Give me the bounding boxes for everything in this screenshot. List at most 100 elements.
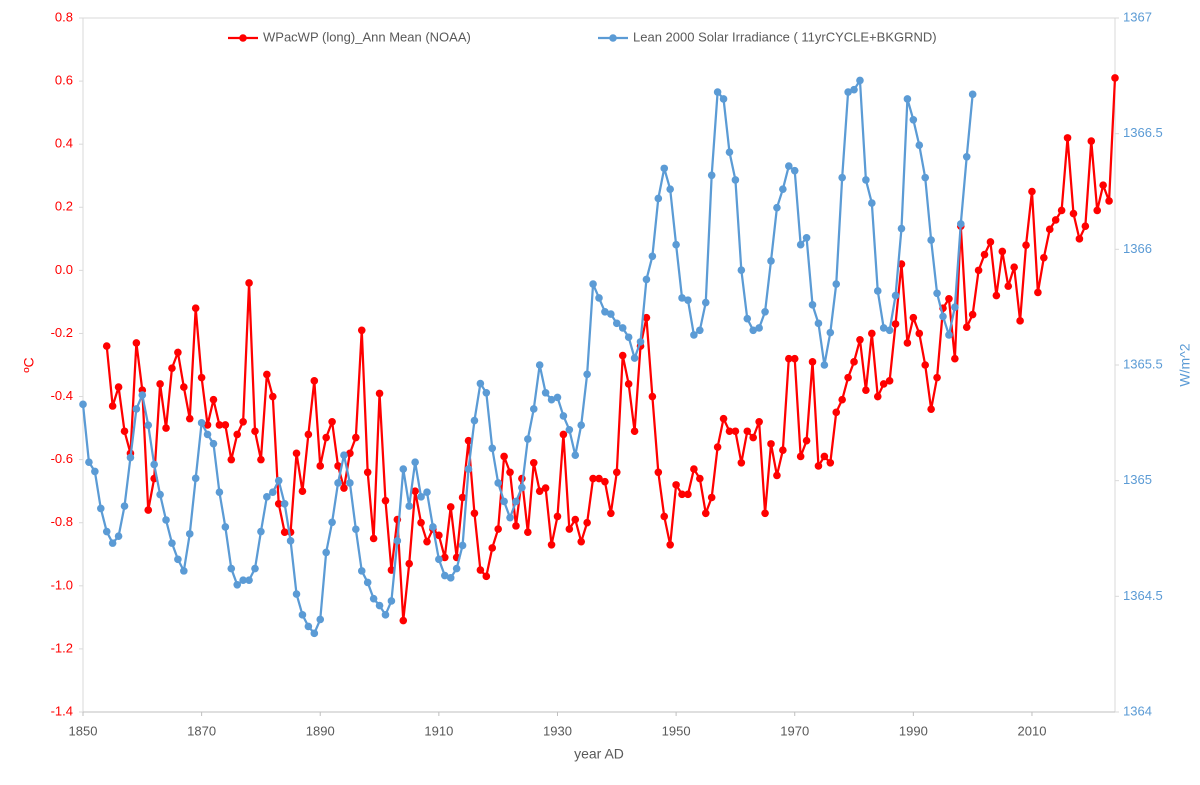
data-point (933, 373, 941, 382)
data-point (737, 266, 746, 274)
y2-tick-label: 1366 (1123, 241, 1152, 256)
data-point (612, 319, 621, 328)
data-point (547, 395, 556, 404)
data-point (286, 537, 295, 545)
data-point (719, 414, 728, 423)
x-tick-label: 2010 (1018, 723, 1047, 738)
data-point (512, 522, 520, 530)
data-point (784, 354, 793, 363)
data-point (352, 525, 360, 534)
data-point (541, 388, 550, 397)
data-point (1093, 206, 1102, 215)
data-point (180, 383, 188, 391)
data-point (951, 354, 959, 363)
data-point (583, 518, 591, 527)
data-point (132, 405, 141, 413)
data-point (660, 512, 669, 521)
data-point (1051, 216, 1060, 224)
data-point (642, 313, 651, 322)
data-point (150, 460, 158, 469)
data-point (245, 576, 253, 584)
data-point (488, 444, 497, 453)
data-point (363, 468, 372, 477)
data-point (915, 329, 924, 338)
data-point (968, 310, 977, 319)
data-point (144, 421, 153, 429)
y-tick-label: -0.6 (51, 451, 73, 466)
data-point (868, 329, 876, 338)
data-point (696, 474, 704, 483)
data-point (868, 199, 876, 207)
data-point (423, 488, 431, 497)
data-point (274, 476, 283, 485)
data-point (1075, 235, 1084, 243)
data-point (411, 458, 419, 466)
y-tick-label: 0.0 (55, 262, 73, 277)
data-point (808, 301, 817, 309)
data-point (458, 541, 467, 550)
data-point (583, 370, 591, 379)
data-point (120, 427, 129, 436)
data-point (618, 324, 627, 332)
data-point (535, 361, 544, 369)
data-point (927, 405, 935, 413)
data-point (411, 487, 419, 495)
data-point (375, 601, 384, 610)
data-point (215, 421, 224, 429)
data-point (263, 370, 271, 379)
y-tick-label: -1.2 (51, 640, 73, 655)
data-point (405, 502, 414, 510)
data-point (909, 115, 918, 124)
data-point (1063, 134, 1072, 142)
data-point (162, 516, 170, 524)
data-point (476, 379, 485, 388)
data-point (512, 497, 520, 506)
data-point (328, 518, 336, 527)
data-point (369, 594, 378, 603)
data-point (108, 402, 117, 410)
x-tick-label: 1870 (187, 723, 216, 738)
data-point (334, 462, 342, 470)
data-point (174, 348, 182, 357)
data-point (506, 468, 514, 477)
data-point (589, 474, 597, 483)
data-point (233, 430, 242, 439)
data-point (375, 389, 384, 398)
data-point (701, 509, 710, 518)
data-point (529, 458, 538, 467)
data-point (446, 503, 455, 511)
data-point (749, 433, 758, 442)
data-point (476, 566, 485, 574)
legend-label: WPacWP (long)_Ann Mean (NOAA) (263, 29, 471, 44)
data-point (690, 465, 698, 473)
data-point (221, 421, 230, 429)
data-point (678, 490, 686, 499)
data-point (227, 455, 236, 464)
y2-tick-label: 1365 (1123, 472, 1152, 487)
data-point (1087, 137, 1096, 145)
data-point (779, 446, 787, 454)
data-point (826, 328, 835, 337)
data-point (185, 414, 194, 423)
data-point (251, 427, 259, 436)
data-point (346, 479, 354, 487)
data-point (921, 361, 930, 369)
data-point (879, 380, 888, 388)
data-point (862, 386, 870, 395)
data-point (873, 392, 882, 401)
data-point (897, 224, 906, 233)
data-point (352, 433, 360, 442)
data-point (980, 250, 989, 259)
y-tick-label: 0.2 (55, 199, 73, 214)
data-point (731, 176, 740, 184)
data-point (826, 458, 835, 467)
data-point (672, 240, 680, 249)
data-point (263, 493, 271, 501)
data-point (387, 597, 396, 605)
data-point (446, 574, 455, 582)
data-point (209, 439, 218, 448)
data-point (185, 530, 194, 538)
data-point (755, 417, 763, 426)
